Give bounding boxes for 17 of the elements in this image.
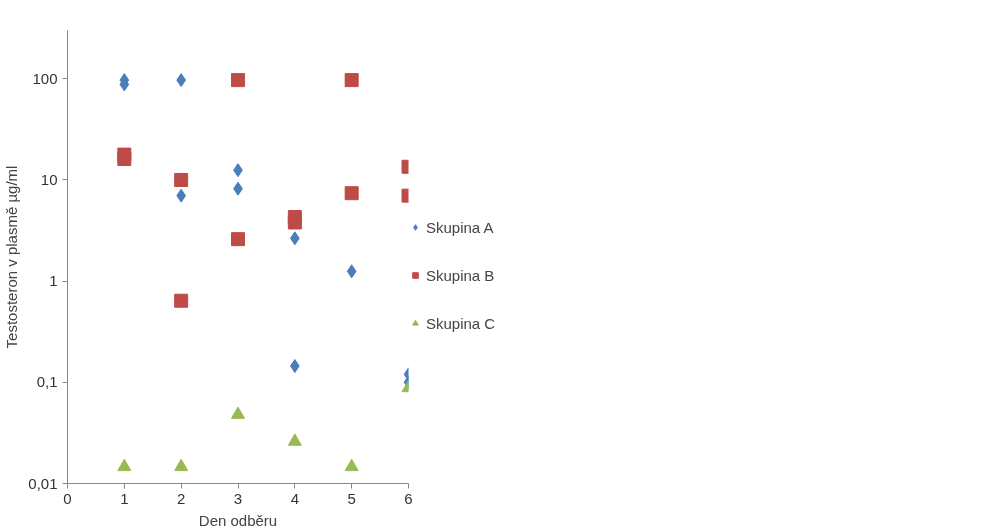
x-tick-label: 5 <box>347 489 356 507</box>
x-tick-label: 0 <box>63 489 72 507</box>
y-axis-title: Testosteron v plasmě µg/ml <box>3 165 21 349</box>
x-tick-label: 4 <box>290 489 300 507</box>
y-tick-label: 1 <box>49 272 58 290</box>
x-tick-label: 3 <box>233 489 243 507</box>
y-tick-label: 0,01 <box>28 474 58 492</box>
legend-label: Skupina B <box>426 266 495 284</box>
y-tick-label: 100 <box>32 69 58 87</box>
legend-label: Skupina A <box>426 218 494 236</box>
y-tick-label: 10 <box>40 170 58 188</box>
legend-label: Skupina C <box>426 314 496 332</box>
x-tick-label: 1 <box>120 489 129 507</box>
x-tick-label: 6 <box>404 489 413 507</box>
x-tick-label: 2 <box>177 489 186 507</box>
x-axis-title: Den odběru <box>198 511 278 529</box>
y-tick-label: 0,1 <box>36 373 58 391</box>
